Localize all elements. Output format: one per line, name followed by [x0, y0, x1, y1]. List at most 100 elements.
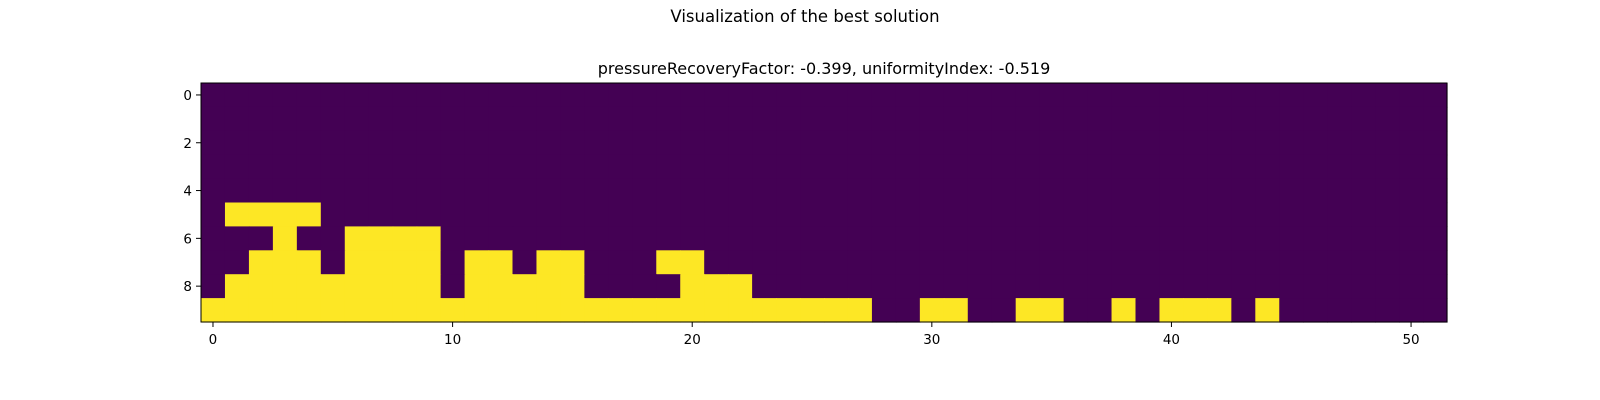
- heatmap-cell: [776, 298, 801, 323]
- heatmap-cell: [704, 202, 729, 227]
- heatmap-cell: [1375, 298, 1400, 323]
- heatmap-cell: [224, 298, 250, 323]
- heatmap-cell: [1279, 298, 1304, 323]
- heatmap-cell: [800, 298, 825, 323]
- heatmap-cell: [1375, 83, 1400, 108]
- heatmap-cell: [1303, 106, 1328, 132]
- heatmap-cell: [1063, 130, 1089, 156]
- heatmap-cell: [1063, 83, 1089, 108]
- heatmap-cell: [1303, 154, 1328, 180]
- heatmap-cell: [919, 83, 945, 108]
- heatmap-cell: [272, 250, 298, 275]
- heatmap-cell: [512, 226, 538, 251]
- heatmap-cell: [632, 274, 657, 299]
- heatmap-cell: [560, 106, 585, 132]
- heatmap-cell: [1327, 130, 1352, 156]
- heatmap-cell: [1207, 106, 1232, 132]
- heatmap-cell: [1111, 274, 1137, 299]
- heatmap-cell: [272, 298, 298, 323]
- heatmap-cell: [1399, 274, 1424, 299]
- heatmap-cell: [464, 226, 490, 251]
- heatmap-cell: [824, 274, 849, 299]
- heatmap-cell: [584, 226, 609, 251]
- heatmap-cell: [1399, 250, 1424, 275]
- heatmap-cell: [919, 226, 945, 251]
- heatmap-cell: [847, 130, 873, 156]
- heatmap-cell: [632, 226, 657, 251]
- heatmap-cell: [272, 202, 298, 227]
- heatmap-cell: [488, 202, 514, 227]
- x-tick-label: 0: [209, 332, 218, 348]
- x-tick-label: 20: [684, 332, 701, 348]
- heatmap-cell: [1255, 250, 1280, 275]
- heatmap-cell: [1279, 250, 1304, 275]
- heatmap-cell: [680, 154, 705, 180]
- heatmap-cell: [1351, 178, 1376, 204]
- heatmap-cell: [895, 298, 921, 323]
- heatmap-cell: [512, 178, 538, 204]
- heatmap-cell: [704, 250, 729, 275]
- heatmap-cell: [1423, 154, 1448, 180]
- heatmap-cell: [1135, 250, 1161, 275]
- heatmap-cell: [1423, 202, 1448, 227]
- heatmap-cell: [1111, 178, 1137, 204]
- heatmap-cell: [728, 250, 753, 275]
- heatmap-cell: [895, 202, 921, 227]
- heatmap-cell: [1351, 298, 1376, 323]
- heatmap-cell: [464, 178, 490, 204]
- heatmap-cell: [967, 274, 993, 299]
- heatmap-cell: [800, 202, 825, 227]
- heatmap-cell: [1375, 154, 1400, 180]
- heatmap-cell: [1207, 298, 1232, 323]
- heatmap-cell: [991, 274, 1017, 299]
- heatmap-cell: [847, 202, 873, 227]
- heatmap-cell: [871, 154, 897, 180]
- heatmap-cell: [656, 178, 681, 204]
- heatmap-cell: [344, 202, 370, 227]
- heatmap-cell: [1207, 154, 1232, 180]
- heatmap-cell: [416, 298, 442, 323]
- heatmap-cell: [512, 202, 538, 227]
- heatmap-cell: [201, 154, 226, 180]
- heatmap-cell: [1159, 130, 1185, 156]
- heatmap-cell: [488, 130, 514, 156]
- heatmap-cell: [344, 250, 370, 275]
- heatmap-cell: [824, 202, 849, 227]
- heatmap-cell: [560, 154, 585, 180]
- heatmap-cell: [1063, 178, 1089, 204]
- heatmap-cell: [943, 106, 969, 132]
- heatmap-cell: [584, 130, 609, 156]
- heatmap-cell: [296, 202, 322, 227]
- heatmap-cell: [704, 226, 729, 251]
- heatmap-cell: [1303, 298, 1328, 323]
- heatmap-cell: [728, 83, 753, 108]
- heatmap-cell: [1183, 298, 1208, 323]
- heatmap-cell: [632, 154, 657, 180]
- heatmap-cell: [536, 106, 562, 132]
- heatmap-cell: [656, 274, 681, 299]
- heatmap-cell: [1111, 130, 1137, 156]
- heatmap-cell: [1207, 274, 1232, 299]
- heatmap-cell: [704, 298, 729, 323]
- heatmap-cell: [272, 83, 298, 108]
- heatmap-cell: [488, 274, 514, 299]
- heatmap-cell: [1015, 178, 1041, 204]
- heatmap-cell: [368, 154, 394, 180]
- heatmap-cell: [224, 130, 250, 156]
- heatmap-cell: [201, 250, 226, 275]
- heatmap-cell: [656, 202, 681, 227]
- heatmap-cell: [1375, 178, 1400, 204]
- heatmap-cell: [536, 226, 562, 251]
- heatmap-cell: [680, 298, 705, 323]
- heatmap-cell: [1159, 106, 1185, 132]
- heatmap-cell: [1111, 298, 1137, 323]
- heatmap-cell: [560, 130, 585, 156]
- heatmap-cell: [1159, 274, 1185, 299]
- heatmap-cell: [991, 106, 1017, 132]
- heatmap-cell: [824, 106, 849, 132]
- heatmap-cell: [967, 298, 993, 323]
- heatmap-cell: [1375, 106, 1400, 132]
- y-tick-label: 4: [183, 184, 192, 200]
- heatmap-cell: [416, 274, 442, 299]
